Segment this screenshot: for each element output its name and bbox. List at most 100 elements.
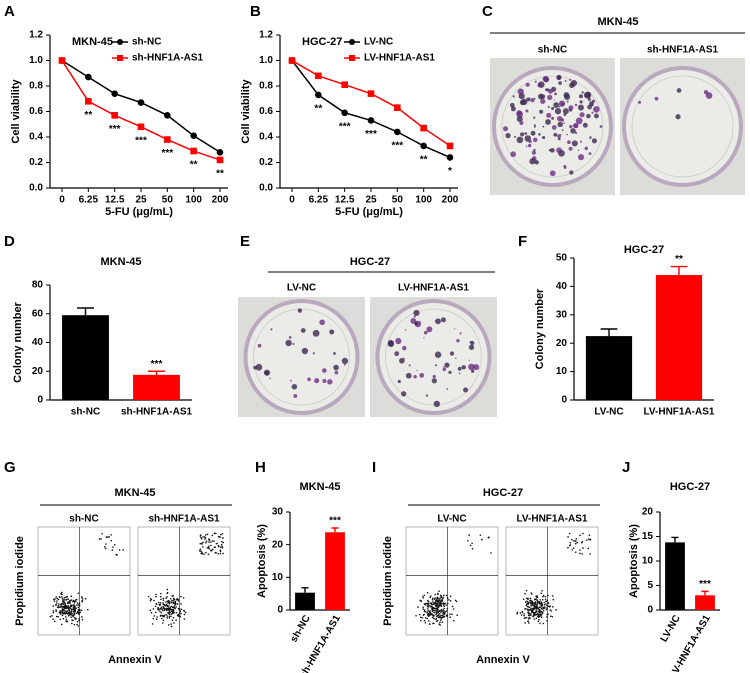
- colony: [410, 317, 417, 324]
- flow-dot: [430, 605, 433, 608]
- flow-dot: [542, 594, 545, 597]
- colony: [574, 103, 578, 107]
- flow-dot: [567, 536, 569, 538]
- flow-dot: [582, 532, 584, 535]
- flow-dot: [210, 549, 212, 552]
- flow-dot: [532, 611, 535, 614]
- flow-dot: [205, 540, 208, 542]
- marker: [190, 132, 197, 140]
- flow-dot: [200, 537, 203, 540]
- flow-dot: [442, 602, 445, 604]
- flow-dot: [541, 598, 544, 601]
- flow-dot: [437, 602, 439, 605]
- flow-dot: [70, 610, 73, 613]
- flow-dot: [539, 622, 541, 625]
- flow-dot: [526, 605, 529, 608]
- flow-dot: [63, 599, 66, 601]
- flow-dot: [538, 611, 541, 613]
- flow-dot: [581, 540, 584, 543]
- flow-dot: [59, 606, 62, 609]
- flow-dot: [451, 613, 453, 616]
- colony: [468, 363, 475, 371]
- colony: [540, 98, 546, 104]
- colony: [591, 111, 594, 114]
- flow-dot: [433, 622, 435, 625]
- flow-dot: [516, 612, 518, 615]
- flow-dot: [78, 619, 80, 622]
- colony: [512, 95, 515, 98]
- flow-dot: [426, 617, 429, 620]
- flow-dot: [173, 611, 175, 614]
- colony: [293, 394, 298, 398]
- dish: [243, 299, 360, 415]
- flow-dot: [534, 601, 537, 603]
- error-bar: [148, 370, 165, 375]
- flow-dot: [76, 620, 79, 623]
- flow-dot: [171, 608, 173, 611]
- colony: [270, 328, 273, 331]
- flow-dot: [452, 608, 455, 610]
- flow-dot: [153, 599, 155, 602]
- colony: [520, 132, 525, 137]
- flow-dot: [163, 615, 166, 617]
- flow-dot: [57, 598, 60, 601]
- colony: [533, 148, 536, 152]
- flow-dot: [434, 607, 437, 610]
- flow-dot: [53, 620, 56, 623]
- marker: [315, 91, 322, 99]
- flow-dot: [164, 605, 167, 607]
- flow-dot: [199, 548, 202, 551]
- flow-dot: [222, 541, 224, 544]
- flow-dot: [219, 546, 222, 549]
- flow-dot: [76, 604, 78, 606]
- marker: [394, 104, 401, 111]
- colony: [416, 369, 418, 372]
- dish-inner: [631, 75, 734, 178]
- flow-dot: [59, 610, 61, 613]
- flow-dot: [61, 596, 63, 598]
- flow-dot: [536, 608, 538, 610]
- colony: [456, 339, 460, 343]
- flow-dot: [533, 618, 536, 620]
- marker: [341, 109, 348, 117]
- flow-dot: [73, 612, 76, 615]
- flow-dot: [527, 598, 529, 601]
- flow-dot: [220, 543, 223, 546]
- flow-dot: [55, 610, 58, 613]
- colony: [564, 80, 567, 82]
- colony: [569, 170, 574, 175]
- x-tick-label: LV-NC: [659, 613, 683, 644]
- flow-dot: [519, 612, 522, 614]
- flow-dot: [67, 601, 69, 603]
- flow-dot: [208, 541, 210, 543]
- flow-dot: [466, 539, 469, 542]
- flow-dot: [167, 602, 169, 604]
- flow-dot: [419, 599, 422, 602]
- y-tick-label: 80: [32, 280, 44, 291]
- colony: [510, 106, 516, 112]
- flow-dot: [217, 552, 219, 555]
- flow-dot: [441, 621, 444, 623]
- flow-dot: [530, 613, 532, 615]
- flow-dot: [183, 613, 186, 616]
- flow-dot: [222, 552, 224, 555]
- x-tick-label: sh-HNF1A-AS1: [121, 407, 193, 418]
- flow-dot: [200, 550, 202, 553]
- flow-dot: [70, 608, 73, 611]
- y-tick-label: 0.6: [259, 106, 273, 117]
- flow-dot: [431, 610, 434, 613]
- flow-dot: [162, 619, 165, 622]
- colony: [579, 112, 585, 118]
- colony: [553, 132, 558, 137]
- y-tick-label: 0: [277, 605, 283, 616]
- flow-dot: [162, 622, 164, 624]
- colony: [568, 146, 573, 151]
- colony: [431, 378, 437, 384]
- flow-dot: [59, 613, 62, 615]
- flow-dot: [520, 614, 523, 616]
- colony: [542, 75, 549, 82]
- flow-dot: [529, 602, 532, 605]
- flow-dot: [52, 610, 55, 612]
- flow-dot: [49, 615, 52, 618]
- flow-dot: [439, 619, 442, 621]
